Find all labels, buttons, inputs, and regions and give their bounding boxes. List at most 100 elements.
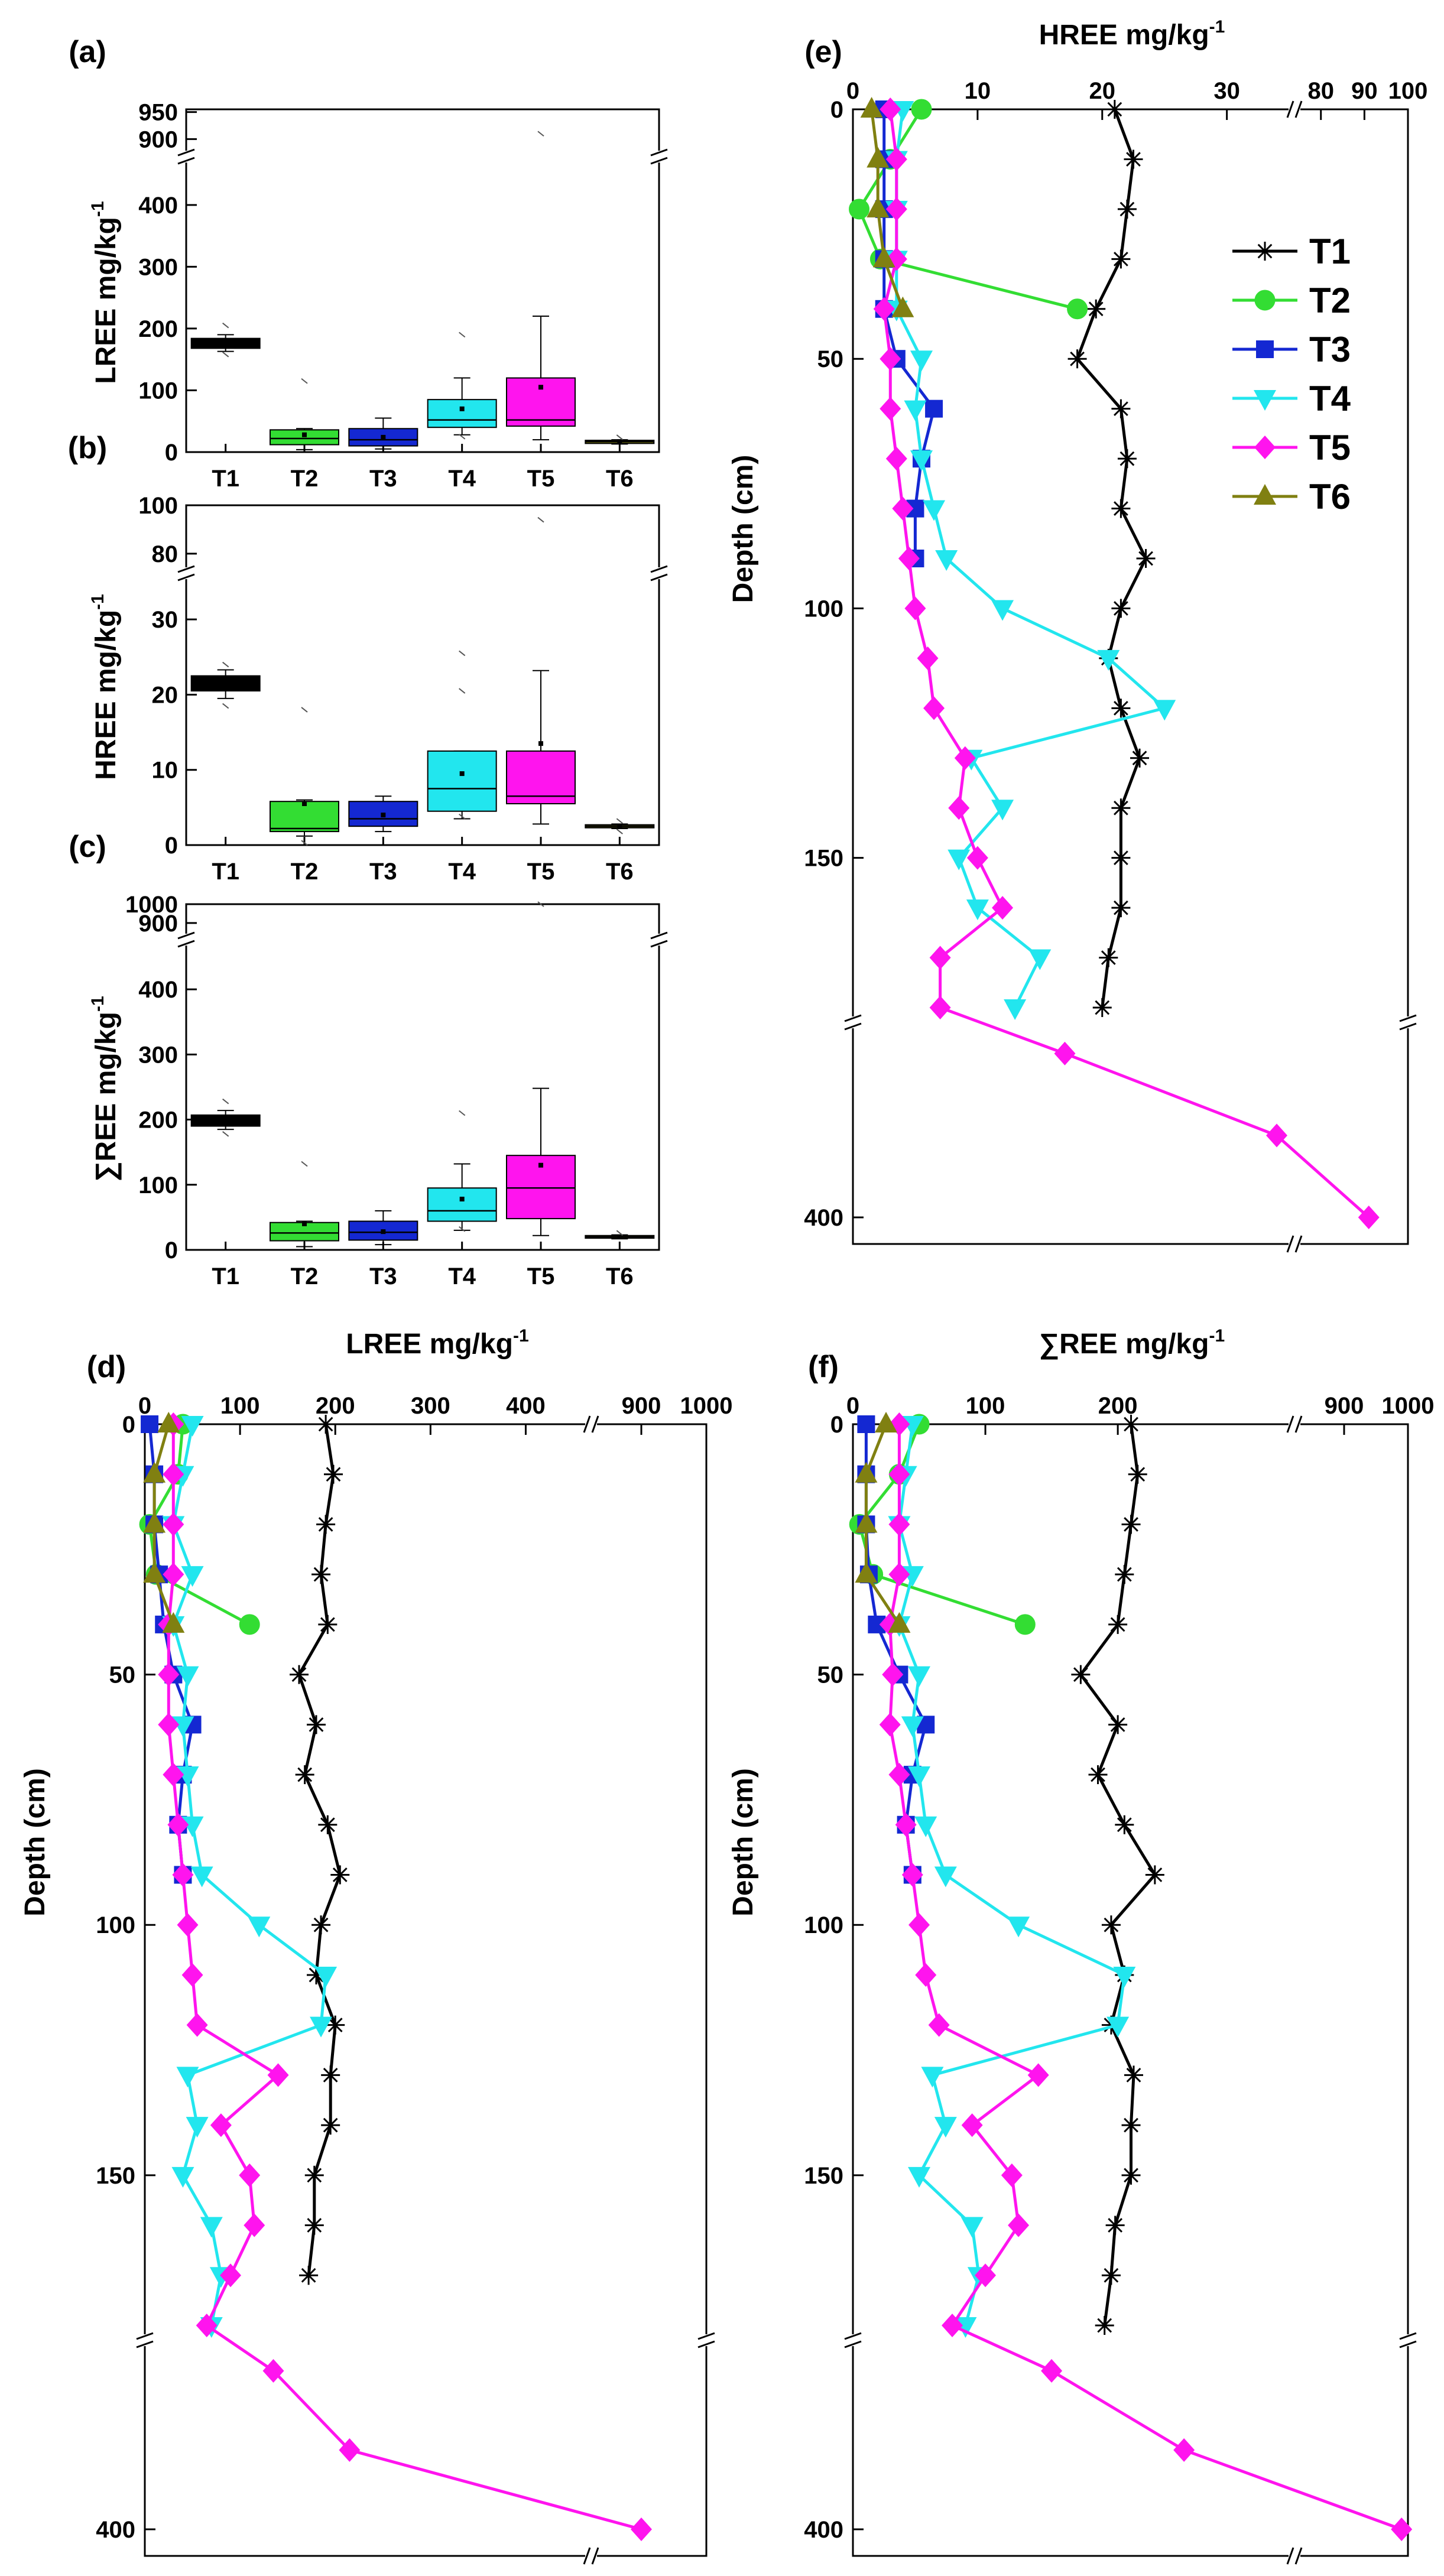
data-point bbox=[299, 2266, 319, 2285]
y-tick-label: 100 bbox=[138, 1172, 178, 1198]
box-extreme bbox=[459, 650, 466, 657]
box-extreme bbox=[301, 378, 308, 384]
x-axis-title: LREE mg/kg-1 bbox=[346, 1326, 528, 1360]
star-stroke bbox=[1114, 900, 1128, 915]
data-point bbox=[880, 98, 901, 121]
box-extreme bbox=[222, 703, 229, 709]
box-mean bbox=[538, 741, 543, 746]
box-extreme bbox=[222, 352, 229, 358]
y-axis-label-sup: -1 bbox=[88, 594, 108, 610]
star-stroke bbox=[1114, 800, 1128, 816]
data-point bbox=[1124, 150, 1143, 169]
y-tick-label: 950 bbox=[138, 100, 178, 126]
axis-break-line bbox=[1286, 1415, 1294, 1433]
data-point bbox=[1106, 2016, 1130, 2038]
y-tick-label: 0 bbox=[165, 833, 178, 859]
box-extreme bbox=[222, 1131, 229, 1137]
data-point bbox=[1266, 1123, 1287, 1148]
axis-break-line bbox=[1294, 100, 1303, 118]
data-point bbox=[304, 2165, 324, 2185]
data-point bbox=[857, 1415, 875, 1433]
box-mean bbox=[538, 385, 543, 390]
data-point bbox=[991, 800, 1014, 821]
axis-break-mark bbox=[136, 2332, 154, 2348]
plot-frame bbox=[185, 903, 660, 1251]
axis-break-line bbox=[1399, 2340, 1417, 2348]
data-point bbox=[934, 1866, 957, 1888]
data-point bbox=[330, 1865, 350, 1885]
axis-break-mark bbox=[1286, 2547, 1303, 2565]
axis-break-line bbox=[1399, 1022, 1417, 1031]
y-tick-label: 30 bbox=[152, 607, 179, 633]
data-point bbox=[879, 1713, 901, 1737]
data-point bbox=[929, 946, 951, 970]
legend-marker bbox=[1254, 484, 1276, 505]
box-T3 bbox=[348, 1210, 418, 1246]
data-point bbox=[935, 550, 958, 571]
y-tick-label: 10 bbox=[152, 758, 179, 784]
axis-break-line bbox=[844, 2332, 862, 2340]
data-point bbox=[163, 1563, 184, 1587]
box-mean bbox=[223, 341, 228, 346]
axis-break-line bbox=[1294, 1235, 1303, 1253]
x-tick-label: T5 bbox=[527, 859, 555, 885]
star-stroke bbox=[1095, 1000, 1110, 1015]
legend-label: T3 bbox=[1309, 330, 1351, 369]
box-mean bbox=[302, 432, 307, 437]
data-point bbox=[196, 2314, 218, 2337]
box-extreme bbox=[459, 332, 466, 338]
data-point bbox=[316, 1515, 336, 1534]
panel-label: (b) bbox=[68, 431, 107, 465]
panel-label: (d) bbox=[87, 1350, 126, 1384]
box-extreme bbox=[459, 1226, 466, 1232]
star-stroke bbox=[313, 1917, 329, 1932]
y-tick-label: 0 bbox=[165, 1237, 178, 1263]
x-tick-label: T6 bbox=[606, 859, 634, 885]
axis-break-mark bbox=[844, 2332, 862, 2348]
star-stroke bbox=[1126, 2068, 1141, 2083]
data-point bbox=[248, 1916, 271, 1938]
data-point bbox=[1101, 2266, 1121, 2285]
box-body bbox=[270, 429, 339, 446]
star-stroke bbox=[1147, 1867, 1163, 1882]
data-point bbox=[1086, 299, 1106, 319]
star-stroke bbox=[1070, 351, 1085, 366]
data-point bbox=[1173, 2438, 1195, 2462]
series-line bbox=[882, 109, 1370, 1219]
box-mean bbox=[223, 1118, 228, 1123]
axis-break-line bbox=[650, 148, 668, 157]
axis-break-mark bbox=[1286, 1235, 1303, 1253]
data-point bbox=[867, 147, 890, 168]
star-stroke bbox=[297, 1767, 313, 1782]
axis-break-line bbox=[1399, 1014, 1417, 1022]
data-point bbox=[162, 1612, 185, 1633]
x-tick-label: T2 bbox=[291, 859, 319, 885]
data-point bbox=[898, 547, 920, 570]
data-point bbox=[167, 1812, 189, 1837]
axis-break-mark bbox=[1399, 2332, 1417, 2348]
data-point bbox=[143, 1461, 166, 1483]
x-tick-label: T5 bbox=[527, 1263, 555, 1289]
data-point bbox=[1088, 1765, 1108, 1785]
star-stroke bbox=[1097, 2318, 1112, 2333]
x-tick-label: T4 bbox=[448, 1263, 476, 1289]
data-point bbox=[960, 2217, 984, 2238]
axis-break-line bbox=[177, 940, 195, 948]
data-point bbox=[262, 2359, 284, 2383]
data-point bbox=[880, 347, 901, 371]
legend: T1 T2 T3 T4 T5 T6 bbox=[1232, 232, 1351, 517]
x-tick-label: 0 bbox=[846, 1393, 859, 1419]
star-stroke bbox=[1101, 950, 1116, 965]
data-point bbox=[1111, 249, 1131, 269]
star-stroke bbox=[1124, 2117, 1138, 2133]
data-point bbox=[171, 2166, 194, 2188]
data-point bbox=[1128, 1464, 1147, 1484]
box-extreme bbox=[301, 1161, 308, 1167]
x-tick-label: T4 bbox=[448, 466, 476, 492]
data-point bbox=[1054, 1041, 1076, 1066]
box-T2 bbox=[270, 1161, 339, 1248]
star-stroke bbox=[1114, 401, 1128, 417]
data-point bbox=[176, 1766, 199, 1788]
data-point bbox=[314, 1966, 338, 1987]
